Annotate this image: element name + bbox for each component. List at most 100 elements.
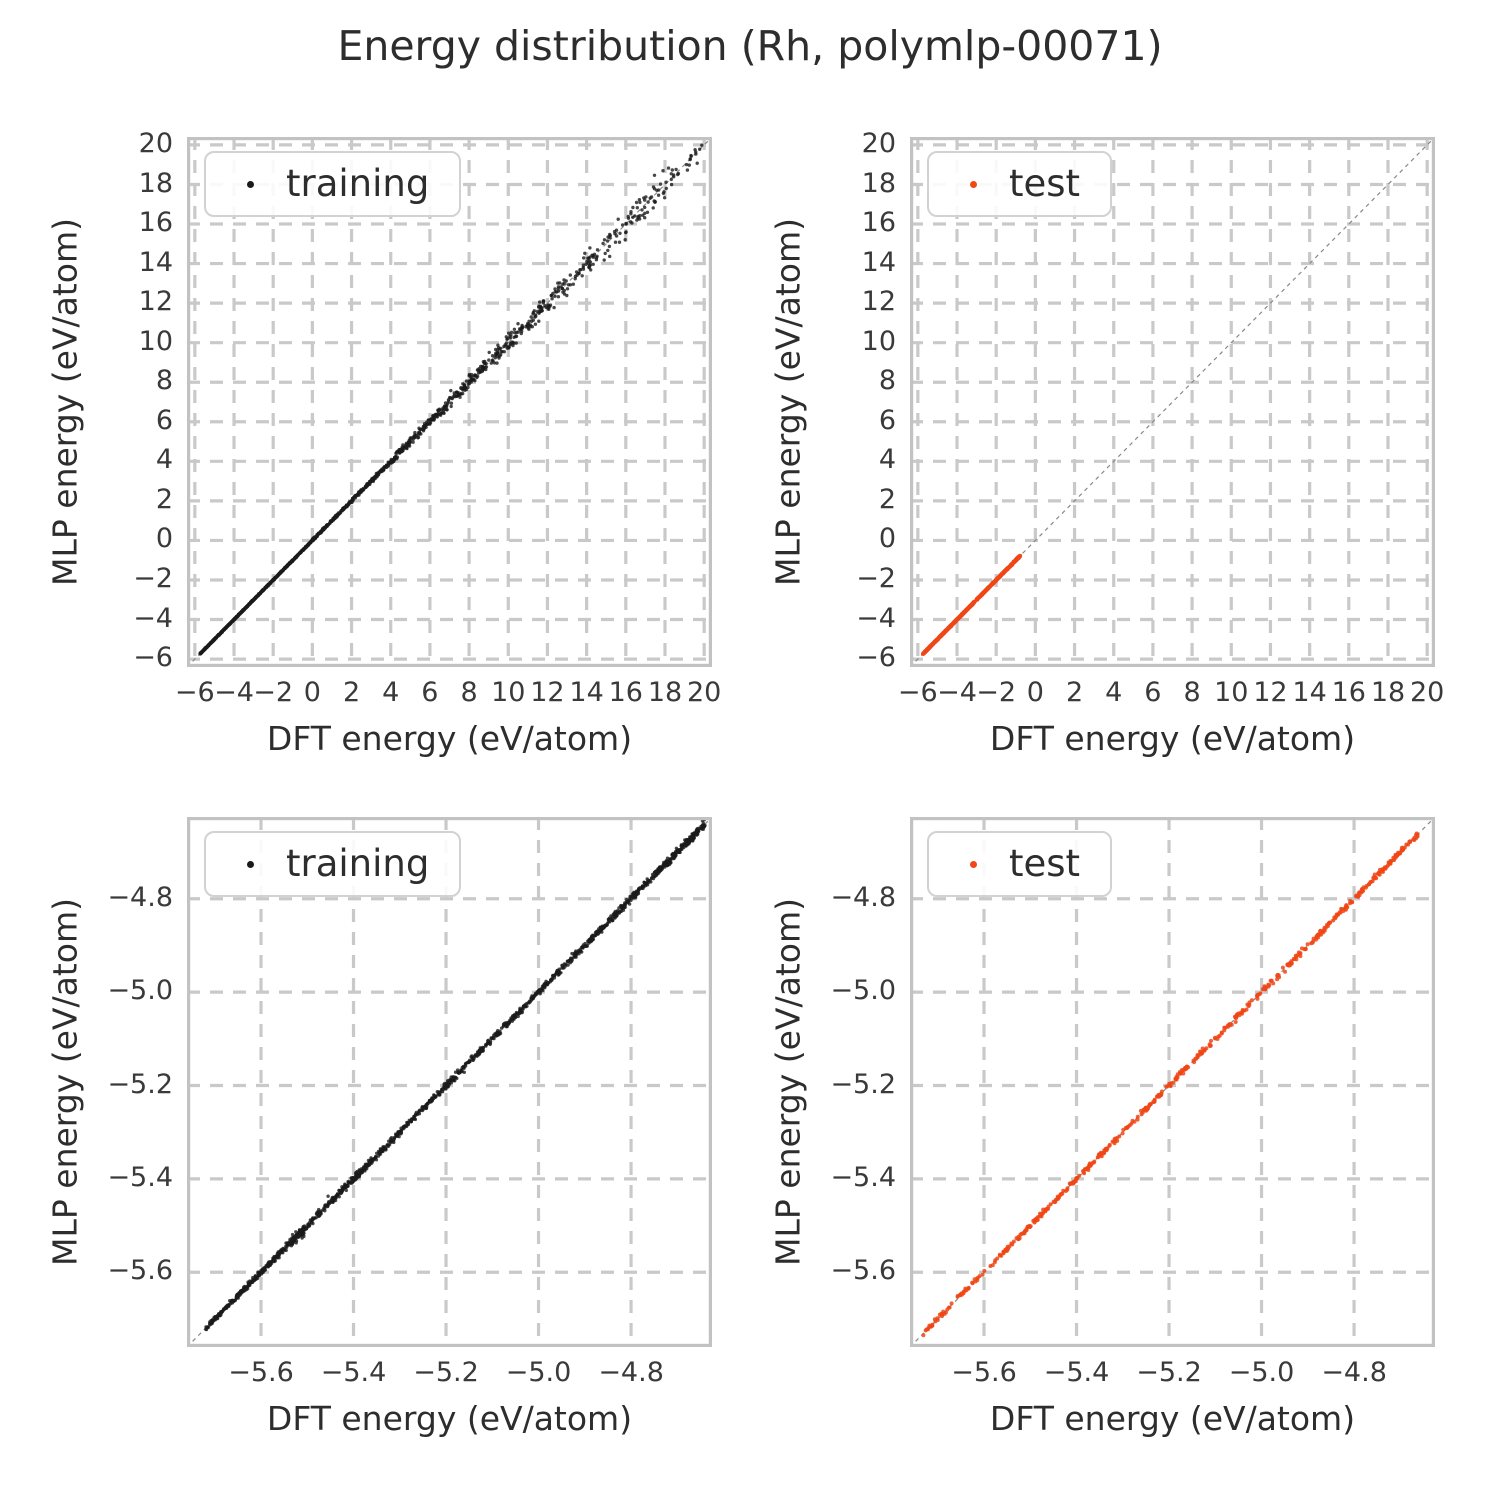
grid bbox=[187, 137, 712, 667]
y-tick-label: 2 bbox=[155, 483, 173, 515]
legend-label: training bbox=[286, 162, 430, 205]
legend: test bbox=[927, 151, 1113, 218]
legend-marker bbox=[214, 860, 286, 868]
x-tick-label: 2 bbox=[1066, 677, 1084, 708]
x-tick-label: 10 bbox=[491, 677, 526, 708]
test-zoom-chart bbox=[910, 817, 1435, 1347]
y-tick-label: −5.2 bbox=[830, 1068, 896, 1100]
x-tick-label: −5.6 bbox=[951, 1357, 1017, 1388]
x-tick-label: −5.0 bbox=[505, 1357, 572, 1388]
legend: training bbox=[204, 831, 462, 898]
x-tick-label: 18 bbox=[647, 677, 683, 708]
x-tick-label: 16 bbox=[608, 677, 643, 708]
x-tick-label: 12 bbox=[1253, 677, 1288, 708]
grid bbox=[910, 817, 1435, 1347]
y-tick-label: 14 bbox=[138, 246, 173, 278]
scatter-dot-icon bbox=[246, 180, 254, 188]
x-tick-label: −5.0 bbox=[1228, 1357, 1295, 1388]
y-tick-label: 6 bbox=[878, 404, 896, 436]
legend: training bbox=[204, 151, 462, 218]
y-tick-label: 18 bbox=[861, 167, 896, 199]
x-tick-label: −5.4 bbox=[1043, 1357, 1110, 1388]
legend-marker bbox=[937, 860, 1009, 868]
training-full-range-chart bbox=[187, 137, 712, 667]
test-full-range-chart bbox=[910, 137, 1435, 667]
scatter-points bbox=[204, 818, 707, 1332]
y-tick-label: −4.8 bbox=[830, 881, 896, 913]
x-axis-label: DFT energy (eV/atom) bbox=[266, 719, 633, 758]
plot-training-full-range: MLP energy (eV/atom) −6 −4 −2 0 2 4 6 8 10 12 14 16… bbox=[46, 128, 722, 758]
axes-frame bbox=[187, 817, 712, 1347]
x-tick-label: 6 bbox=[421, 677, 439, 708]
x-tick-label: 14 bbox=[1292, 677, 1327, 708]
x-tick-label: 12 bbox=[530, 677, 565, 708]
axes-frame bbox=[910, 817, 1435, 1347]
y-tick-label: 6 bbox=[155, 404, 173, 436]
x-tick-label: −5.2 bbox=[413, 1357, 479, 1388]
x-tick-label: −6 bbox=[897, 677, 938, 708]
y-tick-label: 16 bbox=[861, 207, 896, 238]
legend-marker bbox=[214, 180, 286, 188]
legend-label: test bbox=[1009, 162, 1081, 205]
y-tick-label: −5.6 bbox=[107, 1255, 173, 1287]
y-tick-label: −5.2 bbox=[107, 1068, 173, 1100]
axes-frame bbox=[910, 137, 1435, 667]
scatter-points bbox=[920, 553, 1023, 656]
y-tick-label: 8 bbox=[878, 365, 896, 397]
x-tick-label: 2 bbox=[343, 677, 361, 708]
x-tick-label: −2 bbox=[976, 677, 1017, 708]
plot-training-zoom: MLP energy (eV/atom) −4.8 −5.0 −5.2 −5.4 −5.… bbox=[46, 817, 712, 1438]
x-tick-label: −2 bbox=[253, 677, 294, 708]
x-tick-label: −4 bbox=[937, 677, 977, 708]
y-tick-label: 8 bbox=[155, 365, 173, 397]
x-axis-label: DFT energy (eV/atom) bbox=[266, 1399, 633, 1438]
training-zoom-chart bbox=[187, 817, 712, 1347]
grid bbox=[910, 137, 1435, 667]
x-axis-label: DFT energy (eV/atom) bbox=[989, 719, 1356, 758]
y-axis-label: MLP energy (eV/atom) bbox=[768, 898, 808, 1266]
scatter-points bbox=[921, 831, 1420, 1338]
y-tick-label: −5.6 bbox=[830, 1255, 896, 1287]
scatter-points bbox=[198, 143, 704, 656]
x-tick-labels: −5.6 −5.4 −5.2 −5.0 −4.8 bbox=[910, 1357, 1435, 1397]
x-tick-label: −4.8 bbox=[1321, 1357, 1387, 1388]
x-tick-label: −5.6 bbox=[228, 1357, 294, 1388]
x-tick-label: 14 bbox=[569, 677, 604, 708]
y-tick-label: 2 bbox=[878, 483, 896, 515]
x-tick-label: 8 bbox=[460, 677, 478, 708]
x-tick-labels: −6 −4 −2 0 2 4 6 8 10 12 14 16 18 20 bbox=[175, 677, 721, 717]
x-tick-label: −5.2 bbox=[1136, 1357, 1202, 1388]
x-tick-label: 10 bbox=[1214, 677, 1249, 708]
y-tick-label: −4.8 bbox=[107, 881, 173, 913]
scatter-dot-icon bbox=[246, 860, 254, 868]
y-tick-label: 14 bbox=[861, 246, 896, 278]
x-tick-label: −4.8 bbox=[598, 1357, 664, 1388]
x-tick-labels: −5.6 −5.4 −5.2 −5.0 −4.8 bbox=[187, 1357, 712, 1397]
x-tick-label: −6 bbox=[174, 677, 215, 708]
y-tick-labels: −6 −4 −2 0 2 4 6 8 10 12 14 16 18 20 bbox=[92, 128, 187, 673]
x-axis-label: DFT energy (eV/atom) bbox=[989, 1399, 1356, 1438]
y-tick-label: 0 bbox=[155, 523, 173, 555]
x-tick-labels: −6 −4 −2 0 2 4 6 8 10 12 14 16 18 20 bbox=[898, 677, 1444, 717]
y-tick-label: −6 bbox=[133, 642, 173, 674]
y-tick-label: −6 bbox=[856, 642, 896, 674]
x-tick-label: 6 bbox=[1144, 677, 1162, 708]
x-tick-label: 4 bbox=[1105, 677, 1123, 708]
y-tick-label: 20 bbox=[138, 127, 173, 159]
x-tick-label: 0 bbox=[303, 677, 321, 708]
legend: test bbox=[927, 831, 1113, 898]
y-axis-label: MLP energy (eV/atom) bbox=[45, 218, 85, 586]
x-tick-label: 4 bbox=[382, 677, 400, 708]
x-tick-label: 18 bbox=[1370, 677, 1406, 708]
y-tick-label: −4 bbox=[133, 602, 173, 634]
y-tick-label: −5.0 bbox=[107, 975, 173, 1007]
y-axis-label: MLP energy (eV/atom) bbox=[768, 218, 808, 586]
y-tick-label: 10 bbox=[138, 325, 173, 357]
legend-marker bbox=[937, 180, 1009, 188]
y-tick-labels: −4.8 −5.0 −5.2 −5.4 −5.6 bbox=[92, 817, 187, 1347]
y-tick-label: 4 bbox=[155, 444, 173, 476]
figure-title: Energy distribution (Rh, polymlp-00071) bbox=[337, 22, 1163, 70]
plot-test-full-range: MLP energy (eV/atom) −6 −4 −2 0 2 4 6 8 10 12 14 16… bbox=[769, 128, 1445, 758]
x-tick-label: −4 bbox=[214, 677, 254, 708]
